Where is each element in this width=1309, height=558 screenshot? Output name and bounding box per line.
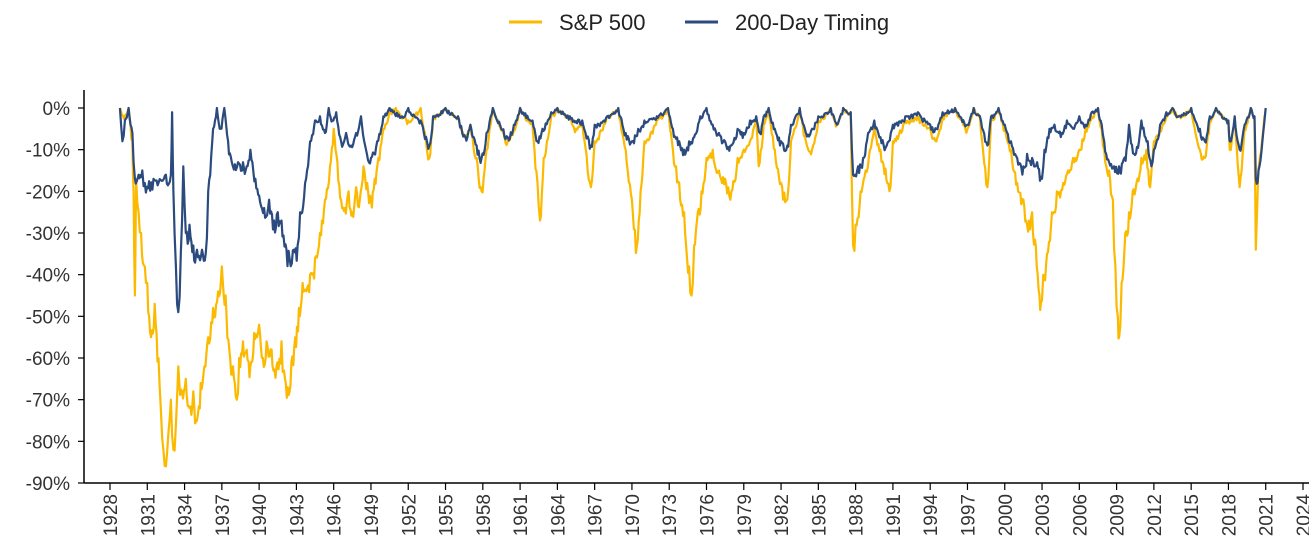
y-tick-label: -80% <box>26 432 70 453</box>
x-tick-label: 1979 <box>735 494 756 536</box>
x-tick-label: 1982 <box>772 494 793 536</box>
x-tick-label: 1955 <box>437 494 458 536</box>
y-tick-label: -50% <box>26 307 70 328</box>
y-tick-label: -10% <box>26 141 70 162</box>
y-tick-label: 0% <box>43 99 71 120</box>
x-tick-label: 1970 <box>623 494 644 536</box>
x-tick-label: 2021 <box>1257 494 1278 536</box>
y-tick-label: -40% <box>26 266 70 287</box>
x-tick-label: 1997 <box>958 494 979 536</box>
series-layer <box>118 106 1267 468</box>
legend-item-timing: 200-Day Timing <box>685 10 889 35</box>
y-tick-label: -60% <box>26 349 70 370</box>
x-tick-label: 2024 <box>1294 494 1309 537</box>
axes <box>83 90 1309 484</box>
x-tick-label: 1994 <box>921 494 942 537</box>
x-tick-label: 1949 <box>362 494 383 536</box>
x-tick-label: 1985 <box>809 494 830 536</box>
x-tick-label: 1967 <box>586 494 607 536</box>
y-tick-label: -20% <box>26 182 70 203</box>
x-tick-label: 1988 <box>847 494 868 536</box>
x-tick-label: 2000 <box>996 494 1017 536</box>
legend-label-timing: 200-Day Timing <box>735 10 889 35</box>
series-line-sp500 <box>118 106 1267 468</box>
x-tick-label: 1943 <box>287 494 308 536</box>
x-tick-label: 1928 <box>101 494 122 536</box>
x-tick-label: 2009 <box>1108 494 1129 536</box>
legend-item-sp500: S&P 500 <box>509 10 645 35</box>
y-tick-label: -90% <box>26 474 70 495</box>
x-tick-label: 1946 <box>325 494 346 536</box>
legend-label-sp500: S&P 500 <box>559 10 645 35</box>
x-tick-label: 1991 <box>884 494 905 536</box>
x-tick-label: 1958 <box>474 494 495 536</box>
series-line-200-day-timing <box>118 106 1267 314</box>
x-tick-label: 1973 <box>660 494 681 536</box>
x-tick-label: 1976 <box>698 494 719 536</box>
x-tick-label: 1937 <box>213 494 234 536</box>
y-tick-label: -70% <box>26 391 70 412</box>
x-tick-label: 1961 <box>511 494 532 536</box>
x-tick-label: 2006 <box>1070 494 1091 536</box>
x-tick-label: 1964 <box>548 494 569 537</box>
x-tick-label: 1952 <box>399 494 420 536</box>
x-tick-label: 2012 <box>1145 494 1166 536</box>
x-ticks: 1928 1931 1934 1937 1940 1943 1946 1949 1952 1955… <box>101 483 1309 536</box>
x-tick-label: 2018 <box>1219 494 1240 536</box>
chart-legend: S&P 500 200-Day Timing <box>509 10 889 35</box>
y-ticks: 0% -10% -20% -30% -40% -50% -60% -70% -80% -90% <box>26 99 84 495</box>
x-tick-label: 2015 <box>1182 494 1203 536</box>
x-tick-label: 1934 <box>176 494 197 537</box>
y-tick-label: -30% <box>26 224 70 245</box>
x-tick-label: 1931 <box>138 494 159 536</box>
x-tick-label: 2003 <box>1033 494 1054 536</box>
x-tick-label: 1940 <box>250 494 271 536</box>
